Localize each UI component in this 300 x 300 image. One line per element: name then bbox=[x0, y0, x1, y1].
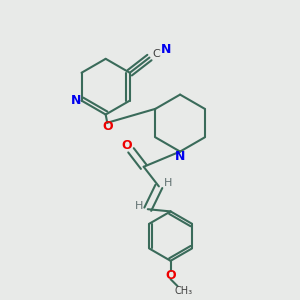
Text: N: N bbox=[161, 43, 171, 56]
Text: C: C bbox=[152, 50, 160, 59]
Text: N: N bbox=[71, 94, 81, 107]
Text: H: H bbox=[135, 201, 143, 211]
Text: N: N bbox=[175, 150, 185, 163]
Text: O: O bbox=[121, 139, 132, 152]
Text: CH₃: CH₃ bbox=[175, 286, 193, 296]
Text: O: O bbox=[165, 268, 176, 282]
Text: H: H bbox=[164, 178, 172, 188]
Text: O: O bbox=[102, 120, 112, 133]
